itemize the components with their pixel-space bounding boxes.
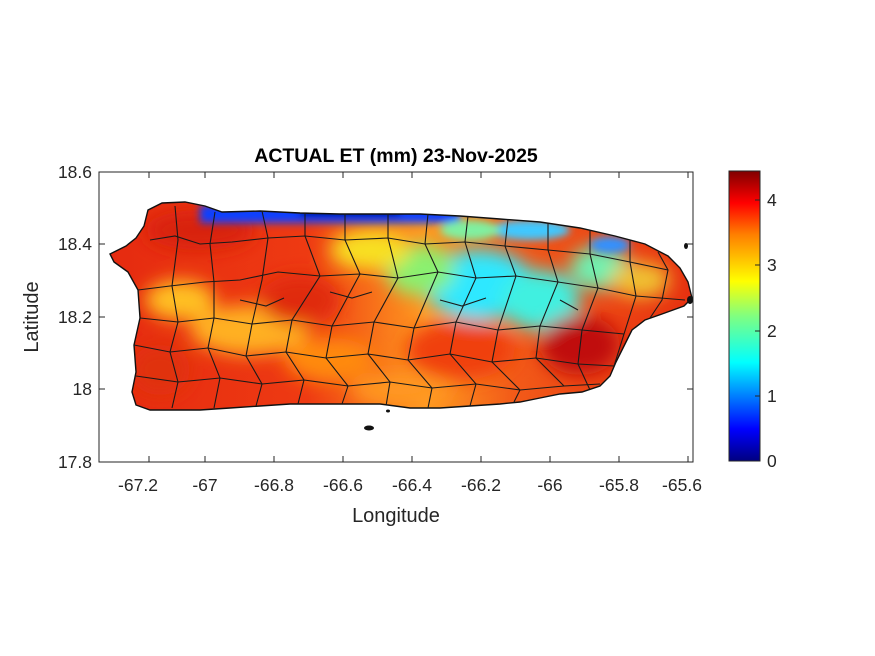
- x-axis-title: Longitude: [352, 505, 440, 527]
- y-tick-label: 18.6: [58, 162, 92, 182]
- et-raster-field: [110, 202, 692, 410]
- y-tick-label: 17.8: [58, 452, 92, 472]
- x-tick-label: -65.8: [599, 475, 639, 495]
- x-tick-label: -66: [537, 475, 562, 495]
- municipality-boundaries: [133, 205, 686, 409]
- x-tick-label: -67.2: [118, 475, 158, 495]
- y-axis-title: Latitude: [21, 281, 43, 352]
- offshore-islets: [364, 243, 693, 431]
- colorbar: 4 3 2 1 0: [728, 170, 777, 471]
- y-tick-label: 18.4: [58, 234, 92, 254]
- colorbar-tick-label: 2: [767, 321, 777, 341]
- x-tick-label: -65.6: [662, 475, 702, 495]
- x-tick-label: -66.6: [323, 475, 363, 495]
- x-tick-label: -66.2: [461, 475, 501, 495]
- colorbar-tick-label: 3: [767, 255, 777, 275]
- x-tick-labels: -67.2 -67 -66.8 -66.6 -66.4 -66.2 -66 -6…: [118, 475, 702, 495]
- y-tick-label: 18: [73, 379, 92, 399]
- colorbar-tick-label: 4: [767, 190, 777, 210]
- axis-tick-marks: [99, 171, 693, 463]
- colorbar-tick-label: 0: [767, 451, 777, 471]
- x-tick-label: -66.4: [392, 475, 432, 495]
- x-tick-label: -67: [192, 475, 217, 495]
- colorbar-gradient: [728, 170, 761, 462]
- plot-title: ACTUAL ET (mm) 23-Nov-2025: [254, 145, 538, 167]
- y-tick-label: 18.2: [58, 307, 92, 327]
- y-tick-labels: 18.6 18.4 18.2 18 17.8: [58, 162, 92, 472]
- x-tick-label: -66.8: [254, 475, 294, 495]
- colorbar-tick-label: 1: [767, 386, 777, 406]
